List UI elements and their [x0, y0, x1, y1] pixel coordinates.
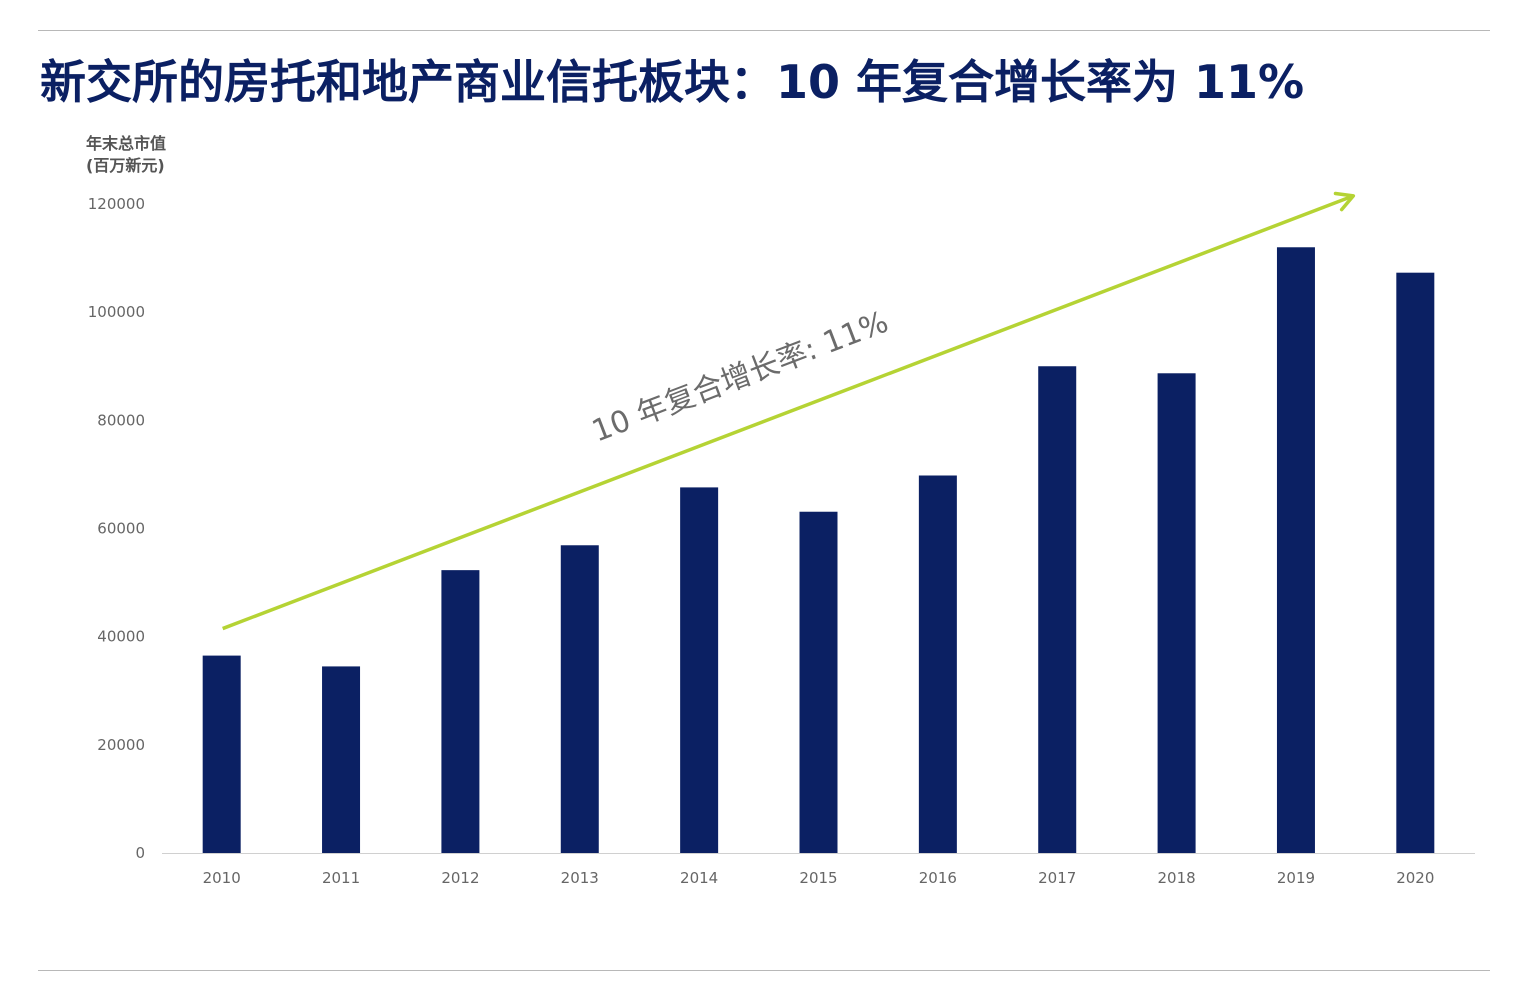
bar-2011 — [322, 666, 361, 853]
x-tick-label: 2019 — [1277, 869, 1315, 887]
x-tick-label: 2013 — [561, 869, 599, 887]
y-tick-label: 20000 — [97, 736, 145, 754]
bar-2017 — [1038, 366, 1077, 853]
y-axis-unit-line-1: 年末总市值 — [86, 134, 167, 153]
top-divider — [38, 30, 1490, 31]
trend-arrow-line — [222, 194, 1354, 631]
bar-2014 — [680, 487, 719, 853]
y-tick-label: 0 — [135, 844, 145, 862]
trend-arrow-head — [1333, 191, 1356, 212]
y-tick-label: 100000 — [88, 303, 145, 321]
bar-2013 — [560, 545, 599, 853]
bar-2016 — [918, 475, 957, 853]
x-tick-label: 2015 — [799, 869, 837, 887]
x-tick-label: 2010 — [203, 869, 241, 887]
bar-2020 — [1396, 272, 1435, 854]
x-tick-label: 2012 — [441, 869, 479, 887]
y-tick-label: 80000 — [97, 411, 145, 429]
x-tick-label: 2020 — [1396, 869, 1434, 887]
y-tick-label: 60000 — [97, 520, 145, 538]
y-axis-unit-line-2: (百万新元) — [86, 156, 165, 175]
y-tick-label: 40000 — [97, 628, 145, 646]
x-tick-label: 2016 — [919, 869, 957, 887]
bar-2018 — [1157, 373, 1196, 853]
bottom-divider — [38, 970, 1490, 971]
cagr-annotation: 10 年复合增长率: 11% — [587, 305, 893, 450]
bar-2012 — [441, 570, 480, 853]
page-title: 新交所的房托和地产商业信托板块：10 年复合增长率为 11% — [40, 55, 1305, 109]
x-tick-label: 2018 — [1157, 869, 1195, 887]
bar-2010 — [202, 655, 241, 853]
y-tick-label: 120000 — [88, 195, 145, 213]
x-tick-label: 2017 — [1038, 869, 1076, 887]
bar-2019 — [1276, 247, 1315, 853]
bar-2015 — [799, 511, 838, 853]
x-tick-label: 2014 — [680, 869, 718, 887]
x-tick-label: 2011 — [322, 869, 360, 887]
